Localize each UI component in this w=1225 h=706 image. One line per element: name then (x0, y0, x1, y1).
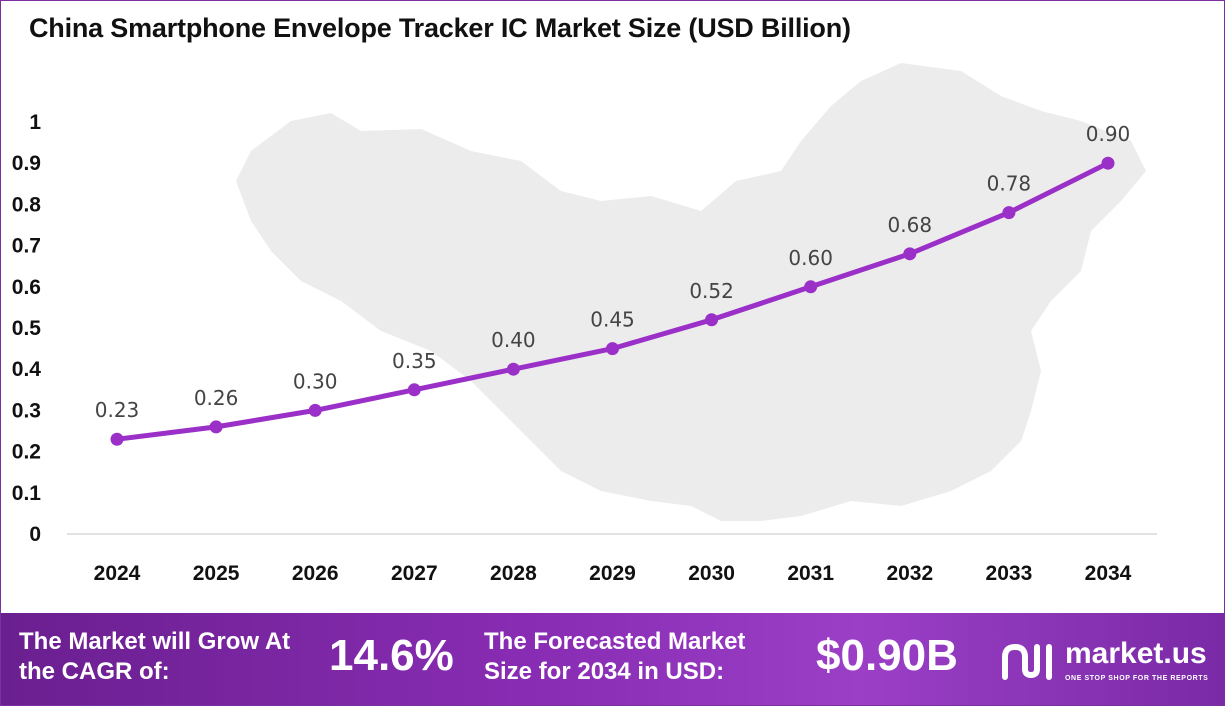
x-tick-label: 2024 (94, 562, 141, 585)
x-tick-label: 2027 (391, 562, 438, 585)
x-tick-label: 2026 (292, 562, 339, 585)
y-tick-label: 0.4 (12, 358, 42, 381)
x-tick-label: 2033 (986, 562, 1033, 585)
y-tick-label: 0.9 (12, 152, 41, 175)
data-point (705, 313, 719, 327)
x-tick-label: 2031 (787, 562, 834, 585)
data-point (506, 362, 520, 376)
footer-banner: The Market will Grow At the CAGR of: 14.… (1, 613, 1224, 705)
line-chart: 0 0.1 0.2 0.3 0.4 0.5 0.6 0.7 0.8 0.9 1 2024 2025 20… (12, 63, 1157, 585)
x-tick-label: 2030 (688, 562, 735, 585)
data-label: 0.60 (788, 246, 833, 270)
data-label: 0.40 (491, 328, 536, 352)
data-label: 0.68 (888, 213, 933, 237)
data-label: 0.90 (1086, 122, 1131, 146)
data-label: 0.52 (689, 279, 734, 303)
data-point (110, 432, 124, 446)
x-tick-label: 2028 (490, 562, 537, 585)
brand-tagline: ONE STOP SHOP FOR THE REPORTS (1065, 675, 1209, 682)
y-tick-label: 0.8 (12, 193, 42, 216)
forecast-value: $0.90B (816, 631, 958, 680)
y-tick-label: 0.7 (12, 235, 41, 258)
x-tick-label: 2034 (1085, 562, 1132, 585)
x-tick-label: 2029 (589, 562, 636, 585)
y-tick-label: 0.3 (12, 399, 41, 422)
x-tick-label: 2025 (193, 562, 240, 585)
data-label: 0.35 (392, 349, 437, 373)
data-label: 0.30 (293, 369, 338, 393)
data-point (209, 420, 223, 434)
data-point (903, 247, 917, 261)
china-map-background (236, 63, 1146, 521)
y-tick-label: 0.6 (12, 276, 41, 299)
data-label: 0.26 (194, 386, 239, 410)
forecast-label: The Forecasted Market Size for 2034 in U… (484, 628, 746, 685)
y-tick-label: 0.2 (12, 441, 41, 464)
cagr-value: 14.6% (329, 631, 454, 680)
data-label: 0.23 (95, 398, 140, 422)
x-tick-label: 2032 (886, 562, 933, 585)
data-point (1002, 206, 1016, 220)
brand-logo[interactable]: market.us ONE STOP SHOP FOR THE REPORTS (999, 635, 1224, 695)
data-point (407, 383, 421, 397)
y-tick-label: 0.1 (12, 482, 42, 505)
data-point (1101, 156, 1115, 170)
cagr-label: The Market will Grow At the CAGR of: (19, 628, 291, 685)
chart-title: China Smartphone Envelope Tracker IC Mar… (29, 13, 851, 43)
data-point (308, 403, 322, 417)
y-tick-label: 0.5 (12, 317, 42, 340)
y-tick-label: 0 (29, 523, 41, 546)
data-label: 0.45 (590, 308, 635, 332)
brand-name: market.us (1065, 637, 1207, 670)
y-tick-label: 1 (29, 111, 41, 134)
data-point (804, 280, 818, 294)
data-label: 0.78 (987, 172, 1032, 196)
data-point (606, 342, 619, 356)
market-us-logo-icon (1002, 643, 1052, 680)
